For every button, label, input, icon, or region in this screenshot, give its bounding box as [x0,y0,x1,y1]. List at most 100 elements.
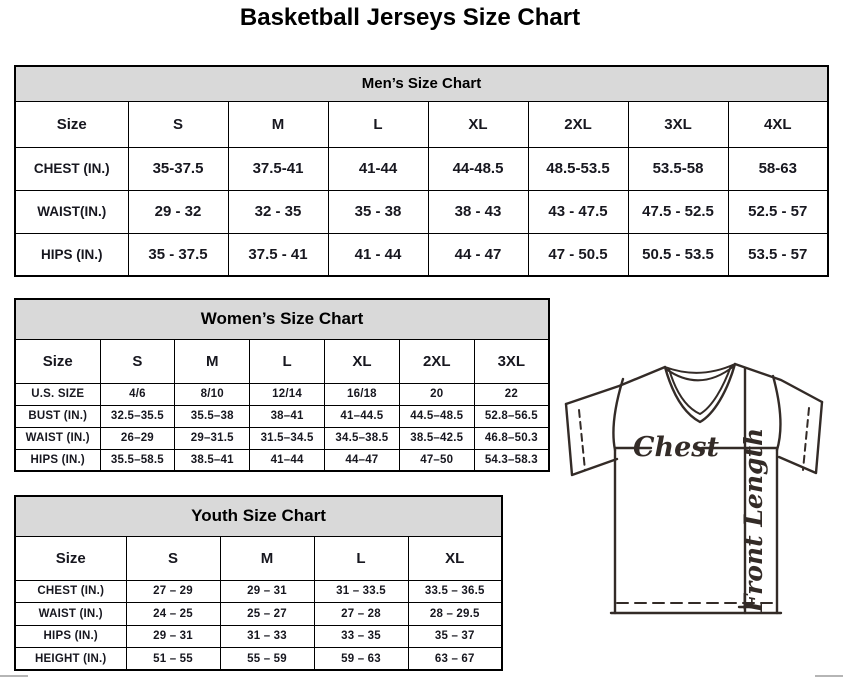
size-cell: 38 - 43 [427,189,529,234]
jersey-left-armhole [612,377,625,452]
size-cell: 43 - 47.5 [527,189,629,234]
column-header: 3XL [473,338,550,384]
size-cell: 35 – 37 [407,624,503,648]
size-cell: 31.5–34.5 [249,426,325,450]
row-label: HIPS (IN.) [14,232,129,277]
chest-label: Chest [633,432,719,463]
row-label: CHEST (IN.) [14,579,127,603]
page-title: Basketball Jerseys Size Chart [239,4,581,31]
column-header: Size [14,338,101,384]
column-header: 4XL [727,100,829,148]
table-row: HIPS (IN.) 35.5–58.5 38.5–41 41–44 44–47 47–5… [14,448,550,472]
size-cell: 44 - 47 [427,232,529,277]
jersey-collar-v-inner [668,365,732,415]
table-row: HIPS (IN.) 29 – 31 31 – 33 33 – 35 35 – 37 [14,624,503,648]
column-header: 2XL [527,100,629,148]
column-header: L [313,535,409,581]
size-cell: 26–29 [99,426,176,450]
size-cell: 31 – 33.5 [313,579,409,603]
youth-size-table: Youth Size Chart Size S M L XL CHEST (IN.) 27 –… [14,495,503,671]
size-cell: 35 - 37.5 [127,232,229,277]
size-cell: 29 – 31 [219,579,315,603]
size-cell: 47.5 - 52.5 [627,189,729,234]
size-cell: 46.8–50.3 [473,426,550,450]
size-cell: 37.5 - 41 [227,232,329,277]
size-cell: 63 – 67 [407,647,503,671]
size-cell: 12/14 [249,382,325,406]
jersey-collar-v-outer [663,362,737,424]
mens-size-table: Men’s Size Chart Size S M L XL 2XL 3XL 4XL CHEST … [14,65,829,277]
size-cell: 38.5–41 [174,448,251,472]
horizontal-scrollbar-fragment-left [0,675,28,677]
size-cell: 4/6 [99,382,176,406]
column-header: 3XL [627,100,729,148]
row-label: HEIGHT (IN.) [14,647,127,671]
size-cell: 44-48.5 [427,146,529,191]
size-cell: 41 - 44 [327,232,429,277]
row-label: WAIST(IN.) [14,189,129,234]
column-header: M [227,100,329,148]
table-row: HEIGHT (IN.) 51 – 55 55 – 59 59 – 63 63 – 67 [14,647,503,671]
column-header: Size [14,100,129,148]
size-cell: 47–50 [398,448,475,472]
column-header: XL [323,338,400,384]
size-cell: 16/18 [323,382,400,406]
size-cell: 37.5-41 [227,146,329,191]
table-row: U.S. SIZE 4/6 8/10 12/14 16/18 20 22 [14,382,550,406]
column-header: L [249,338,325,384]
size-cell: 35-37.5 [127,146,229,191]
row-label: U.S. SIZE [14,382,101,406]
size-cell: 47 - 50.5 [527,232,629,277]
size-cell: 44.5–48.5 [398,404,475,428]
jersey-collar-inner-arc [665,365,735,382]
size-cell: 59 – 63 [313,647,409,671]
jersey-right-cuff-stitch [802,407,810,471]
column-header: S [127,100,229,148]
size-cell: 58-63 [727,146,829,191]
size-cell: 24 – 25 [125,602,221,626]
column-header: Size [14,535,127,581]
size-cell: 35.5–38 [174,404,251,428]
row-label: WAIST (IN.) [14,426,101,450]
womens-size-table: Women’s Size Chart Size S M L XL 2XL 3XL U.S. SI… [14,298,550,472]
size-cell: 41–44 [249,448,325,472]
row-label: WAIST (IN.) [14,602,127,626]
table-row: WAIST (IN.) 24 – 25 25 – 27 27 – 28 28 – 29.… [14,602,503,626]
jersey-left-cuff-stitch [578,409,586,471]
column-header: L [327,100,429,148]
size-cell: 52.5 - 57 [727,189,829,234]
size-cell: 48.5-53.5 [527,146,629,191]
table-row: BUST (IN.) 32.5–35.5 35.5–38 38–41 41–44.5 44… [14,404,550,428]
size-cell: 41-44 [327,146,429,191]
size-cell: 29 - 32 [127,189,229,234]
size-cell: 29 – 31 [125,624,221,648]
jersey-measurement-diagram: Chest Front Length [564,362,824,615]
jersey-right-shoulder [733,362,824,404]
jersey-left-sleeve [564,402,619,477]
column-header: XL [407,535,503,581]
table-title: Youth Size Chart [14,495,503,537]
column-header: M [174,338,251,384]
size-cell: 33 – 35 [313,624,409,648]
size-cell: 33.5 – 36.5 [407,579,503,603]
horizontal-scrollbar-fragment-right [815,675,843,677]
row-label: HIPS (IN.) [14,448,101,472]
jersey-left-shoulder [564,365,667,406]
size-cell: 35 - 38 [327,189,429,234]
row-label: CHEST (IN.) [14,146,129,191]
size-cell: 54.3–58.3 [473,448,550,472]
jersey-collar-back-arc [664,363,736,374]
size-cell: 27 – 29 [125,579,221,603]
column-header: S [99,338,176,384]
size-cell: 55 – 59 [219,647,315,671]
size-cell: 53.5-58 [627,146,729,191]
jersey-right-armhole [771,374,782,452]
size-cell: 31 – 33 [219,624,315,648]
jersey-right-sleeve [777,400,824,475]
table-row: CHEST (IN.) 27 – 29 29 – 31 31 – 33.5 33.5 –… [14,579,503,603]
row-label: HIPS (IN.) [14,624,127,648]
size-cell: 50.5 - 53.5 [627,232,729,277]
front-length-label: Front Length [739,428,768,613]
size-cell: 41–44.5 [323,404,400,428]
size-cell: 53.5 - 57 [727,232,829,277]
